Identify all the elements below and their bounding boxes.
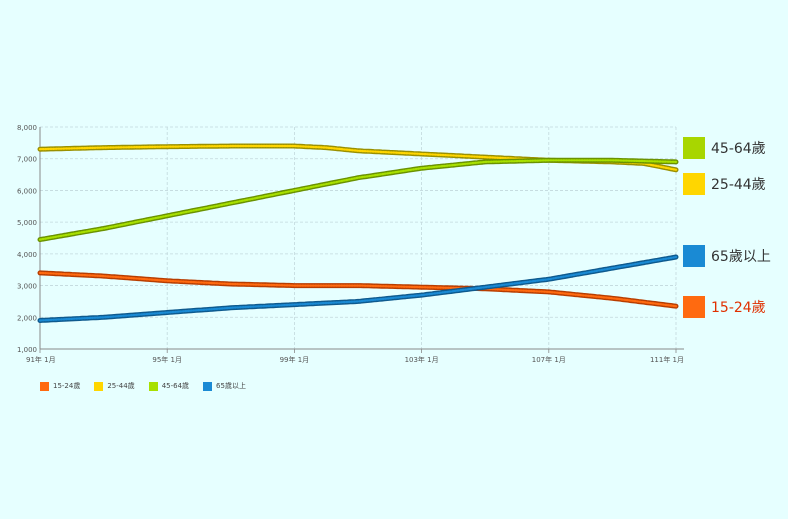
bottom-legend-label: 15-24歲 [53,382,81,390]
side-legend-swatch [683,245,705,267]
bottom-legend-label: 45-64歲 [161,382,190,390]
side-legend-label: 45-64歲 [711,141,766,157]
x-tick-label: 111年 1月 [650,355,684,364]
side-legend-item-65-plus: 65歲以上 [683,245,771,267]
side-legend-item-15-24: 15-24歲 [683,296,766,318]
series-highlight-1524 [38,271,678,308]
side-legend-swatch [683,137,705,159]
bottom-legend-label: 25-44歲 [107,382,135,390]
y-tick-label: 8,000 [17,124,37,132]
bottom-legend-item[interactable]: 15-24歲 [40,381,80,391]
x-tick-label: 103年 1月 [405,355,439,364]
bottom-legend-label: 65歲以上 [216,382,246,390]
side-legend-label: 65歲以上 [711,249,771,265]
side-legend-swatch [683,296,705,318]
bottom-legend-swatch [203,381,213,391]
side-legend-label: 15-24歲 [711,300,766,316]
x-tick-label: 95年 1月 [152,355,182,364]
bottom-legend-item[interactable]: 45-64歲 [148,381,190,391]
series-highlight-65 [38,255,678,322]
side-legend-label: 25-44歲 [711,177,766,193]
bottom-legend-swatch [94,381,104,391]
y-tick-label: 5,000 [17,219,37,227]
x-tick-label: 91年 1月 [26,355,56,364]
y-tick-label: 3,000 [17,283,37,291]
y-tick-label: 7,000 [17,156,37,164]
side-legend-item-45-64: 45-64歲 [683,137,766,159]
series-line-4564 [37,157,679,243]
series-highlight-4564 [38,159,678,241]
x-tick-label: 99年 1月 [280,355,310,364]
side-legend-item-25-44: 25-44歲 [683,173,766,195]
x-tick-label: 107年 1月 [532,355,566,364]
y-tick-label: 1,000 [17,346,37,354]
series-line-65 [37,254,679,323]
y-tick-label: 2,000 [17,314,37,322]
y-tick-label: 6,000 [17,187,37,195]
bottom-legend-item[interactable]: 65歲以上 [203,381,246,391]
bottom-legend-item[interactable]: 25-44歲 [94,381,135,391]
bottom-legend-swatch [40,381,49,391]
bottom-legend: 15-24歲 25-44歲 45-64歲 65歲以上 [40,381,260,391]
side-legend-swatch [683,173,705,195]
bottom-legend-swatch [148,381,158,391]
y-tick-label: 4,000 [17,251,37,259]
